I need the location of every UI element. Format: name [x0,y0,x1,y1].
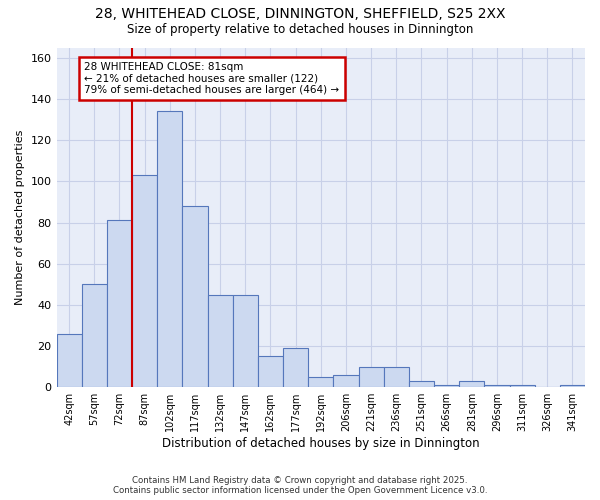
Bar [359,366,383,387]
Y-axis label: Number of detached properties: Number of detached properties [15,130,25,305]
Bar [308,377,334,387]
Bar [258,356,283,387]
Bar [409,381,434,387]
Bar [334,375,359,387]
Bar [233,294,258,387]
Bar [82,284,107,387]
Bar [56,334,82,387]
Text: Contains HM Land Registry data © Crown copyright and database right 2025.
Contai: Contains HM Land Registry data © Crown c… [113,476,487,495]
Bar [383,366,409,387]
Bar [459,381,484,387]
Text: 28 WHITEHEAD CLOSE: 81sqm
← 21% of detached houses are smaller (122)
79% of semi: 28 WHITEHEAD CLOSE: 81sqm ← 21% of detac… [84,62,340,95]
Bar [434,385,459,387]
Bar [560,385,585,387]
Text: 28, WHITEHEAD CLOSE, DINNINGTON, SHEFFIELD, S25 2XX: 28, WHITEHEAD CLOSE, DINNINGTON, SHEFFIE… [95,8,505,22]
Bar [283,348,308,387]
Bar [208,294,233,387]
Bar [107,220,132,387]
Bar [132,175,157,387]
Bar [182,206,208,387]
Bar [509,385,535,387]
X-axis label: Distribution of detached houses by size in Dinnington: Distribution of detached houses by size … [162,437,479,450]
Bar [484,385,509,387]
Text: Size of property relative to detached houses in Dinnington: Size of property relative to detached ho… [127,22,473,36]
Bar [157,112,182,387]
